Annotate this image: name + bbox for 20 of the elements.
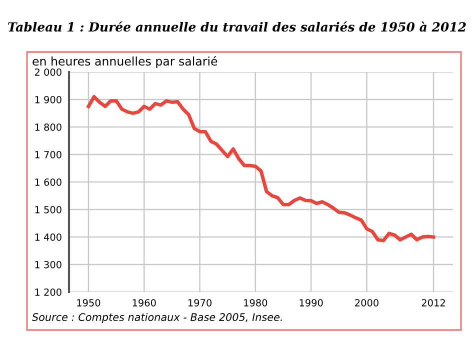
x-tick-label: 2000: [355, 299, 378, 306]
x-tick-label: 2012: [422, 299, 445, 306]
line-series: [86, 95, 436, 242]
y-tick-label: 1 900: [35, 96, 62, 104]
y-axis-title: en heures annuelles par salarié: [32, 56, 218, 68]
y-tick-label: 2 000: [34, 68, 62, 76]
x-tick-label: 1950: [77, 299, 100, 306]
y-tick-label: 1 500: [35, 206, 62, 214]
chart-title: Tableau 1 : Durée annuelle du travail des salariés de 1950 à 2012: [8, 21, 466, 32]
y-tick-label: 1 200: [35, 288, 62, 296]
y-tick-label: 1 800: [35, 123, 62, 131]
x-tick-label: 1970: [188, 299, 212, 306]
y-tick-label: 1 300: [35, 260, 62, 268]
source-note: Source : Comptes nationaux - Base 2005, Insee.: [32, 312, 282, 324]
x-tick-label: 1990: [300, 299, 323, 306]
x-tick-label: 1960: [132, 299, 156, 306]
y-tick-label: 1 400: [35, 233, 62, 241]
x-tick-label: 1980: [244, 299, 268, 306]
y-tick-label: 1 700: [35, 150, 62, 158]
y-tick-label: 1 600: [35, 178, 62, 186]
